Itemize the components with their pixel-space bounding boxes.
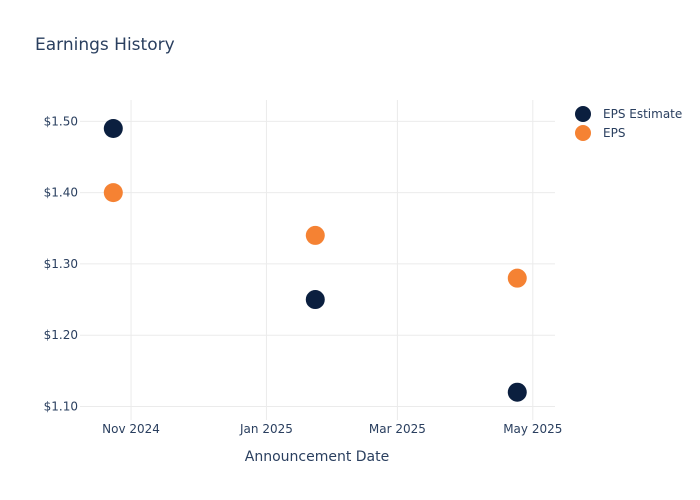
data-point-eps-estimate (507, 382, 527, 402)
y-tick-label: $1.30 (44, 257, 78, 271)
chart-title: Earnings History (35, 35, 175, 55)
data-point-eps-estimate (305, 290, 325, 310)
legend-marker (575, 106, 591, 122)
x-tick-label: Nov 2024 (102, 422, 160, 436)
x-tick-label: Mar 2025 (369, 422, 426, 436)
legend-marker (575, 125, 591, 141)
y-axis-ticks: $1.10 $1.20 $1.30 $1.40 $1.50 (44, 114, 78, 413)
data-point-eps (305, 225, 325, 245)
y-tick-label: $1.10 (44, 399, 78, 413)
legend-item: EPS (575, 125, 625, 141)
x-axis-ticks: Nov 2024 Jan 2025 Mar 2025 May 2025 (102, 422, 562, 436)
legend: EPS Estimate EPS (575, 106, 682, 141)
x-tick-label: Jan 2025 (239, 422, 293, 436)
data-point-eps (103, 183, 123, 203)
y-tick-label: $1.40 (44, 186, 78, 200)
data-points (103, 119, 527, 402)
data-point-eps (507, 268, 527, 288)
y-tick-label: $1.20 (44, 328, 78, 342)
grid-lines (80, 100, 555, 420)
legend-item: EPS Estimate (575, 106, 682, 122)
x-tick-label: May 2025 (503, 422, 562, 436)
legend-label: EPS (603, 126, 625, 140)
legend-label: EPS Estimate (603, 107, 682, 121)
x-axis-title: Announcement Date (245, 449, 389, 465)
y-tick-label: $1.50 (44, 114, 78, 128)
data-point-eps-estimate (103, 119, 123, 139)
